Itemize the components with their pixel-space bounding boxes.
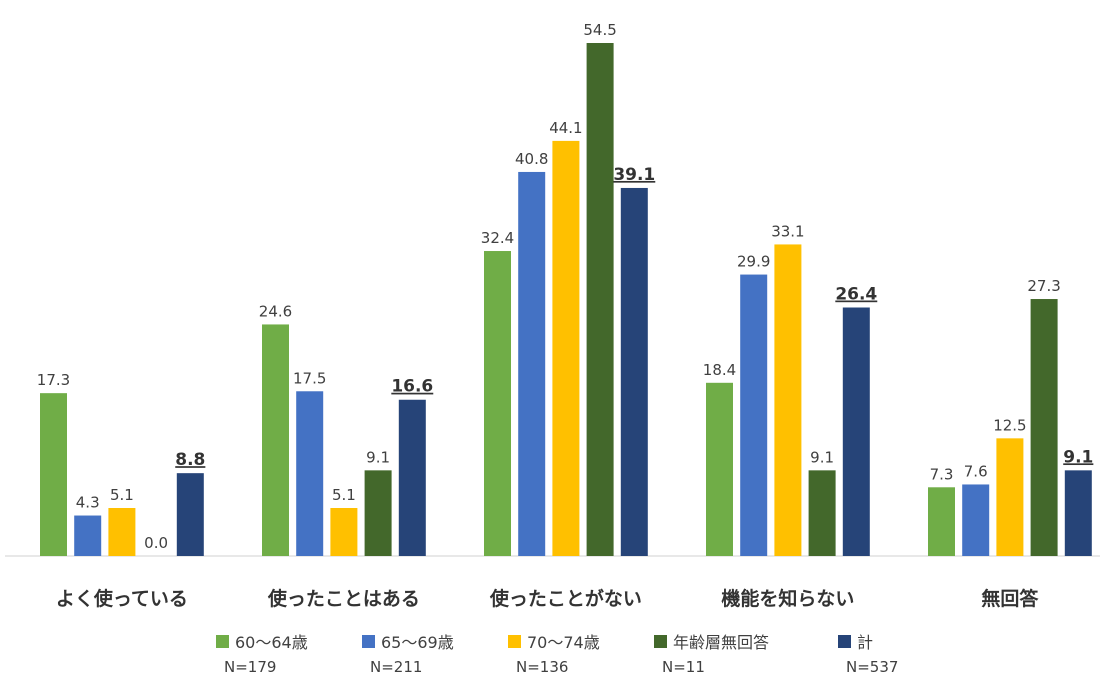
bar-2-3 [586,43,614,556]
bar-4-0 [928,487,955,556]
value-label-2-3: 54.5 [583,21,616,39]
bar-1-1 [296,391,324,556]
value-label-0-1: 4.3 [76,494,100,512]
bar-4-2 [996,438,1024,556]
bar-4-1 [962,484,990,556]
legend-swatch [362,634,375,648]
value-label-0-4: 8.8 [175,450,205,470]
legend-sample-size: N=136 [516,658,569,676]
value-label-1-1: 17.5 [293,369,326,387]
value-label-0-2: 5.1 [110,486,134,504]
legend-swatch [508,634,521,648]
bar-2-4 [620,187,648,556]
bar-3-3 [808,470,836,556]
value-label-2-0: 32.4 [481,229,514,247]
category-label-0: よく使っている [56,588,188,610]
value-label-4-1: 7.6 [964,462,988,480]
legend-label: 60〜64歳 [235,633,308,652]
bar-0-1 [74,515,102,556]
value-label-2-2: 44.1 [549,119,582,137]
value-label-4-3: 27.3 [1027,277,1060,295]
legend-swatch [838,634,851,648]
bar-chart: 17.3 4.3 5.1 0.0 8.8 24.6 17.5 5.1 9.1 16.6 32.4 40… [5,21,1100,610]
category-label-2: 使ったことがない [489,587,642,610]
category-label-4: 無回答 [981,587,1039,610]
bar-0-2 [108,507,136,556]
bar-1-0 [262,324,289,556]
legend-swatch [216,634,229,648]
value-label-1-2: 5.1 [332,486,356,504]
value-label-1-0: 24.6 [259,302,292,320]
category-labels-group: よく使っている 使ったことはある 使ったことがない 機能を知らない 無回答 [56,587,1040,610]
value-label-4-2: 12.5 [993,416,1026,434]
bar-3-1 [740,274,768,556]
category-label-3: 機能を知らない [721,587,854,610]
legend-item-2: 70〜74歳 N=136 [508,628,600,676]
value-label-3-2: 33.1 [771,222,804,240]
value-label-1-3: 9.1 [366,448,390,466]
legend-label: 年齢層無回答 [673,633,770,652]
bar-1-4 [398,399,426,556]
bar-2-0 [484,251,511,556]
bar-0-0 [40,393,67,556]
bar-4-3 [1030,299,1058,556]
value-label-3-0: 18.4 [703,361,736,379]
value-label-3-3: 9.1 [810,448,834,466]
legend-item-3: 年齢層無回答 N=11 [654,628,769,676]
legend-label: 65〜69歳 [381,633,454,652]
bar-2-2 [552,140,580,556]
bar-3-4 [842,307,870,556]
value-label-4-4: 9.1 [1063,447,1093,467]
bar-4-4 [1064,470,1092,556]
value-label-2-4: 39.1 [613,165,655,185]
legend-sample-size: N=11 [662,658,705,676]
value-label-2-1: 40.8 [515,150,548,168]
value-label-0-0: 17.3 [37,371,70,389]
bar-1-3 [364,470,392,556]
legend: 60〜64歳 N=179 65〜69歳 N=211 70〜74歳 N=136 年齢層無回答 N… [0,628,1105,686]
bar-0-4 [176,473,204,556]
value-label-3-4: 26.4 [835,285,877,305]
legend-sample-size: N=211 [370,658,423,676]
legend-item-0: 60〜64歳 N=179 [216,628,308,676]
bar-3-2 [774,244,802,556]
legend-sample-size: N=179 [224,658,277,676]
legend-swatch [654,634,667,648]
bar-1-2 [330,507,358,556]
bar-3-0 [706,382,733,556]
bar-2-1 [518,171,546,556]
bars-group [40,43,1092,556]
value-label-0-3: 0.0 [144,534,168,552]
category-label-1: 使ったことはある [267,588,420,610]
legend-label: 70〜74歳 [527,633,600,652]
legend-sample-size: N=537 [846,658,899,676]
legend-label: 計 [857,633,874,652]
legend-item-4: 計 N=537 [838,628,898,676]
legend-item-1: 65〜69歳 N=211 [362,628,454,676]
value-label-1-4: 16.6 [391,377,433,397]
value-label-3-1: 29.9 [737,253,770,271]
value-labels-group: 17.3 4.3 5.1 0.0 8.8 24.6 17.5 5.1 9.1 16.6 32.4 40… [37,21,1094,552]
value-label-4-0: 7.3 [930,465,954,483]
